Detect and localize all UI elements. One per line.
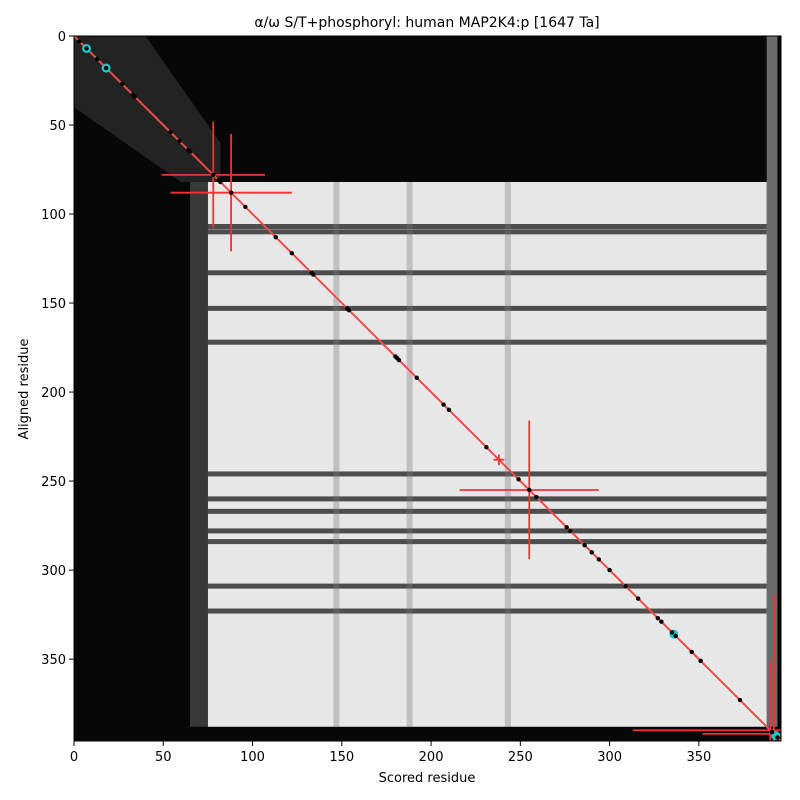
error-cross xyxy=(632,660,781,741)
data-point xyxy=(414,375,419,381)
data-point xyxy=(77,39,82,44)
data-point xyxy=(484,445,489,450)
y-tick-label: 250 xyxy=(41,475,66,490)
data-point xyxy=(273,234,278,240)
data-point xyxy=(95,56,100,62)
data-point xyxy=(396,357,402,363)
data-point xyxy=(218,179,223,185)
data-point xyxy=(228,190,234,195)
heatmap-dark-band xyxy=(207,229,767,235)
data-point xyxy=(659,619,664,624)
y-tick-label: 350 xyxy=(41,653,66,668)
heatmap-vertical-band xyxy=(504,181,511,727)
heatmap-dark-band xyxy=(207,539,767,545)
data-point xyxy=(698,658,703,664)
heatmap-dark-band xyxy=(207,583,767,589)
y-axis-label: Aligned residue xyxy=(17,339,32,440)
heatmap-right-column xyxy=(766,36,778,727)
data-point xyxy=(441,402,446,407)
data-point xyxy=(607,567,612,573)
error-cross xyxy=(702,595,781,741)
data-point xyxy=(346,307,352,313)
y-axis: 0 50 100 150 200 250 300 350 xyxy=(41,30,74,668)
heatmap-dark-band xyxy=(207,608,767,614)
data-point xyxy=(187,149,193,154)
data-point xyxy=(655,615,661,621)
y-tick-label: 150 xyxy=(41,297,66,312)
heatmap-dark-band xyxy=(207,496,767,502)
heatmap-edge xyxy=(190,181,208,727)
data-point xyxy=(132,94,137,99)
x-tick-label: 350 xyxy=(686,750,711,765)
x-tick-label: 50 xyxy=(155,750,172,765)
y-tick-label: 300 xyxy=(41,564,66,579)
plot-area xyxy=(74,36,781,741)
error-cross xyxy=(493,454,505,466)
data-point xyxy=(673,633,678,639)
data-point xyxy=(582,542,587,548)
data-point xyxy=(120,81,125,87)
heatmap-vertical-band xyxy=(406,181,413,727)
chart-title: α/ω S/T+phosphoryl: human MAP2K4:p [1647… xyxy=(254,15,599,31)
heatmap-dark-band xyxy=(207,223,767,229)
heatmap-vertical-band xyxy=(333,181,340,727)
plot-frame xyxy=(73,35,782,742)
data-point xyxy=(769,729,775,735)
heatmap-dark-band xyxy=(207,471,767,477)
data-point xyxy=(669,630,675,635)
heatmap-bright-region xyxy=(207,181,767,727)
data-point xyxy=(623,583,628,589)
x-tick-label: 300 xyxy=(597,750,622,765)
data-point xyxy=(177,138,182,144)
data-point xyxy=(596,557,602,562)
data-point xyxy=(243,204,248,210)
heatmap-dark-band xyxy=(207,305,767,311)
data-point xyxy=(516,477,521,482)
data-point xyxy=(737,697,743,703)
data-point xyxy=(689,649,694,655)
y-tick-label: 50 xyxy=(49,119,66,134)
x-tick-label: 100 xyxy=(240,750,265,765)
x-axis-label: Scored residue xyxy=(379,771,476,786)
y-tick-label: 200 xyxy=(41,386,66,401)
data-point xyxy=(564,525,569,530)
data-point xyxy=(289,250,295,256)
y-tick-label: 100 xyxy=(41,208,66,223)
x-tick-label: 250 xyxy=(508,750,533,765)
data-point xyxy=(168,129,173,135)
data-point xyxy=(775,735,780,740)
data-point xyxy=(534,494,539,500)
heatmap-dark-band xyxy=(207,339,767,345)
heatmap-dark-band xyxy=(207,528,767,534)
x-tick-label: 200 xyxy=(419,750,444,765)
data-point xyxy=(527,487,532,493)
data-point xyxy=(568,528,573,534)
data-point xyxy=(103,65,109,71)
data-point xyxy=(635,596,641,601)
data-point xyxy=(589,550,594,555)
data-point xyxy=(211,172,216,178)
y-tick-label: 0 xyxy=(58,30,66,45)
data-point xyxy=(446,407,452,413)
data-point xyxy=(311,272,316,277)
data-point xyxy=(84,46,89,51)
heatmap-dark-band xyxy=(207,270,767,276)
x-axis: 0 50 100 150 200 250 300 350 xyxy=(70,741,711,765)
heatmap-dark-band xyxy=(207,508,767,514)
heatmap xyxy=(74,36,778,727)
x-tick-label: 0 xyxy=(70,750,78,765)
diagonal-line xyxy=(74,36,781,741)
x-tick-label: 150 xyxy=(329,750,354,765)
